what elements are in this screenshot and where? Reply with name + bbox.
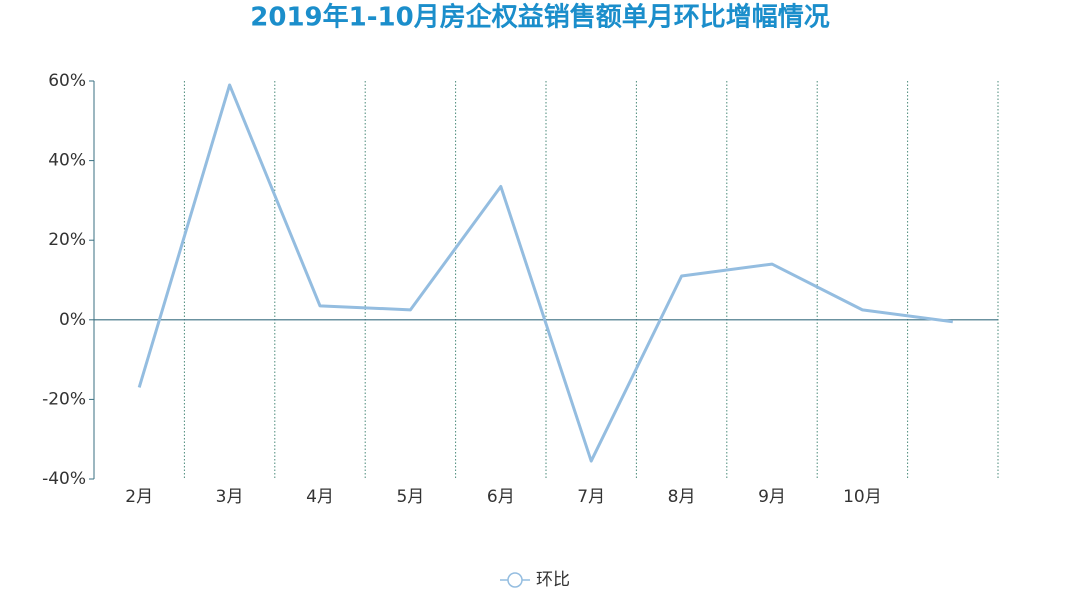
x-tick-label: 3月 — [216, 487, 244, 507]
chart-title: 2019年1-10月房企权益销售额单月环比增幅情况 — [250, 2, 829, 33]
y-tick-label: 0% — [59, 310, 86, 330]
y-tick-label: -20% — [42, 389, 86, 409]
x-tick-label: 7月 — [577, 487, 605, 507]
line-series — [137, 83, 953, 463]
legend-marker — [507, 572, 523, 588]
x-tick-label: 6月 — [487, 487, 515, 507]
y-tick-label: -40% — [42, 469, 86, 489]
x-tick-label: 2月 — [125, 487, 153, 507]
legend-label: 环比 — [536, 570, 570, 590]
y-tick-label: 20% — [48, 230, 86, 250]
y-tick-label: 60% — [48, 71, 86, 91]
x-tick-label: 5月 — [396, 487, 424, 507]
x-tick-label: 9月 — [758, 487, 786, 507]
x-tick-label: 8月 — [668, 487, 696, 507]
x-tick-label: 4月 — [306, 487, 334, 507]
y-tick-label: 40% — [48, 151, 86, 171]
x-tick-label: 10月 — [843, 487, 882, 507]
